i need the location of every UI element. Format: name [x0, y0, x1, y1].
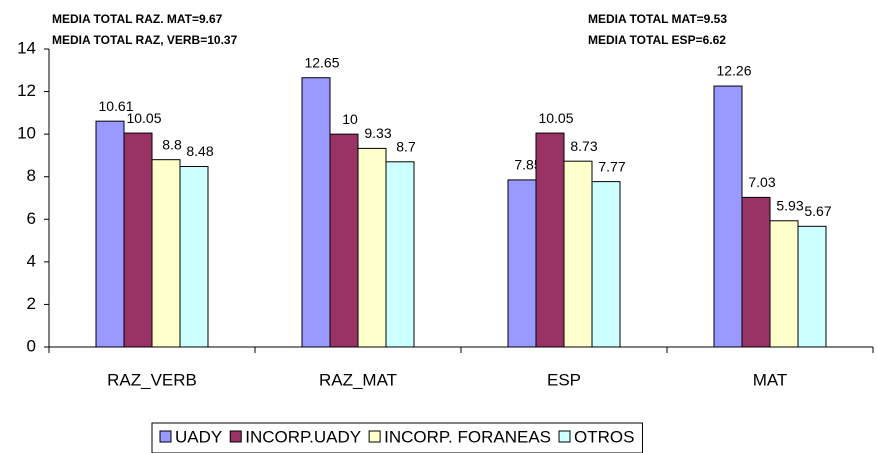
bar [151, 159, 181, 348]
x-tick-label: RAZ_VERB [107, 370, 197, 389]
data-label: 9.33 [364, 125, 391, 141]
y-tick-label: 14 [17, 38, 36, 57]
bar [95, 120, 125, 348]
annotation: MEDIA TOTAL RAZ, VERB=10.37 [52, 33, 238, 47]
y-tick-label: 2 [27, 294, 36, 313]
legend-swatch [159, 430, 172, 443]
data-label: 8.73 [570, 138, 597, 154]
data-label: 12.26 [716, 63, 751, 79]
bar [563, 160, 593, 348]
legend-label: INCORP. FORANEAS [384, 427, 551, 446]
y-tick-label: 0 [27, 336, 36, 355]
data-label: 12.65 [304, 54, 339, 70]
legend-label: UADY [175, 427, 222, 446]
bar [301, 77, 331, 348]
annotation: MEDIA TOTAL ESP=6.62 [588, 33, 726, 47]
y-tick-label: 12 [17, 81, 36, 100]
annotation: MEDIA TOTAL RAZ. MAT=9.67 [52, 12, 223, 26]
data-label: 7.03 [748, 174, 775, 190]
x-tick-label: MAT [753, 370, 788, 389]
annotation: MEDIA TOTAL MAT=9.53 [588, 12, 727, 26]
bar [357, 147, 387, 348]
legend-swatch [368, 430, 381, 443]
bar [591, 181, 621, 348]
x-tick-label: ESP [547, 370, 581, 389]
data-label: 5.93 [776, 197, 803, 213]
data-label: 10.05 [538, 110, 573, 126]
y-tick-label: 10 [17, 124, 36, 143]
bar [797, 225, 827, 348]
legend-swatch [229, 430, 242, 443]
data-label: 8.7 [396, 139, 416, 155]
bar [329, 133, 359, 348]
data-label: 10 [342, 111, 358, 127]
bar [179, 165, 209, 348]
x-tick-label: RAZ_MAT [319, 370, 397, 389]
legend-label: OTROS [574, 427, 634, 446]
data-label: 8.48 [186, 143, 213, 159]
bar [713, 85, 743, 348]
legend-swatch [558, 430, 571, 443]
bar [385, 161, 415, 348]
data-label: 10.61 [98, 98, 133, 114]
legend-box [151, 422, 643, 453]
bar [535, 132, 565, 348]
legend-label: INCORP.UADY [245, 427, 361, 446]
y-tick-label: 8 [27, 166, 36, 185]
data-label: 7.77 [598, 158, 625, 174]
data-label: 10.05 [126, 110, 161, 126]
bar [769, 220, 799, 348]
data-label: 8.8 [162, 136, 182, 152]
data-label: 5.67 [804, 203, 831, 219]
data-label: 7.85 [514, 157, 541, 173]
y-tick-label: 4 [27, 251, 36, 270]
bar [741, 196, 771, 348]
y-tick-label: 6 [27, 209, 36, 228]
bar [507, 179, 537, 348]
bar [123, 132, 153, 348]
